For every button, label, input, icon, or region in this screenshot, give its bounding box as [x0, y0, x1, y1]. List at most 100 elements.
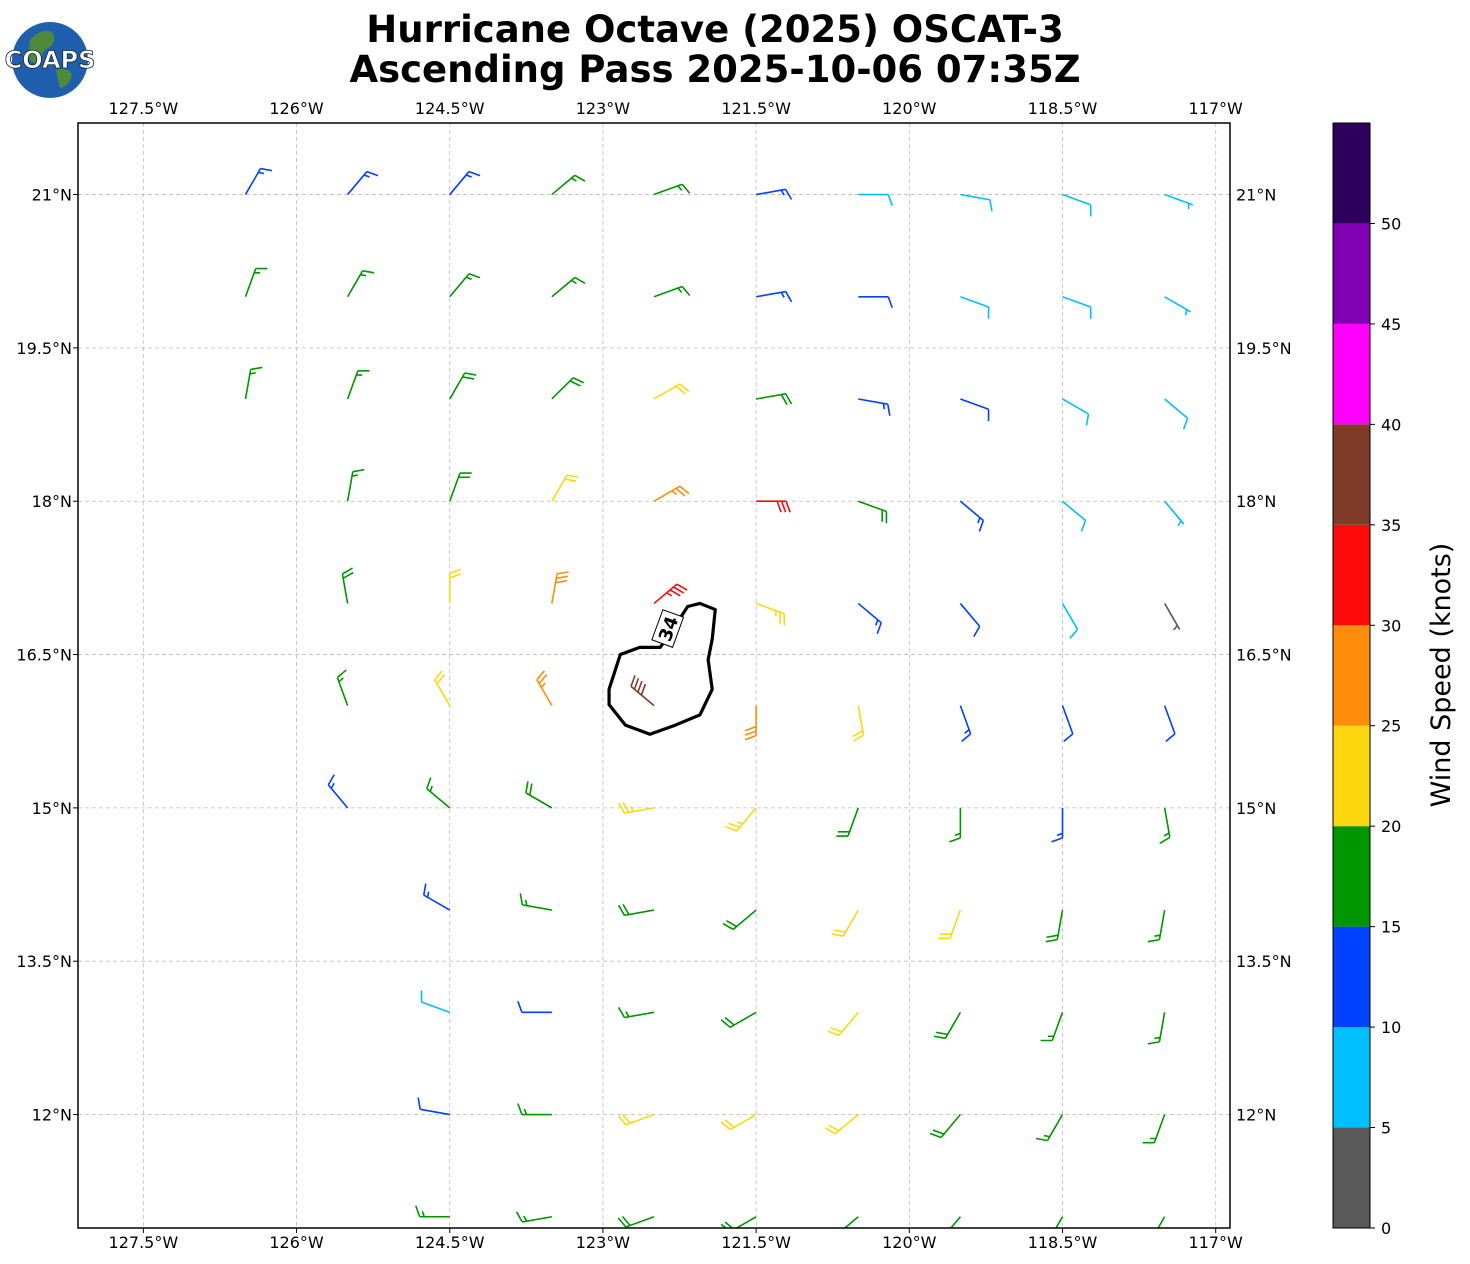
colorbar-segment [1333, 826, 1370, 927]
wind-barb [1045, 909, 1064, 943]
colorbar-segment [1333, 926, 1370, 1028]
wind-barb [852, 705, 865, 742]
wind-barb [536, 670, 553, 707]
wind-barb [720, 1113, 757, 1131]
colorbar-segment [1333, 725, 1370, 827]
wind-barb [755, 602, 786, 626]
wind-barb [756, 500, 791, 513]
x-tick-label: 121.5°W [721, 1233, 791, 1252]
colorbar-tick-label: 35 [1381, 516, 1401, 535]
wind-barb [617, 903, 655, 917]
x-tick-label-top: 117°W [1189, 99, 1244, 118]
wind-barb [630, 675, 655, 707]
wind-barb [1040, 1012, 1064, 1042]
wind-barb [448, 472, 472, 502]
colorbar-segment [1333, 1027, 1370, 1128]
y-tick-label-right: 16.5°N [1236, 646, 1292, 665]
colorbar-frame [1332, 122, 1371, 1229]
colorbar-segment [1333, 1127, 1370, 1228]
wind-barb [525, 781, 553, 809]
wind-barb [1164, 193, 1194, 210]
wind-barb [617, 1006, 655, 1019]
contour-label-box [651, 609, 685, 648]
contour-label-group: 34 [651, 609, 685, 648]
colorbar-segment [1333, 625, 1370, 726]
y-tick-label: 13.5°N [16, 952, 72, 971]
wind-barb [653, 583, 688, 605]
x-tick-label: 127.5°W [109, 1233, 179, 1252]
wind-barb [1061, 603, 1079, 639]
wind-barb [938, 909, 962, 940]
wind-barb [755, 392, 793, 406]
wind-barb [949, 1216, 961, 1228]
x-tick-label-top: 127.5°W [109, 99, 179, 118]
colorbar-segment [1333, 524, 1370, 626]
wind-barb [1061, 500, 1087, 532]
wind-barb [448, 568, 462, 604]
wind-barb [1164, 500, 1185, 527]
wind-barb [836, 807, 860, 837]
logo-land [28, 31, 72, 88]
contour-layer: 34 [607, 601, 717, 736]
title-line: Hurricane Octave (2025) OSCAT-3 [366, 8, 1063, 51]
wind-barb [519, 893, 553, 911]
logo: COAPS [4, 22, 96, 98]
colorbar: 0 5 10 15 20 25 30 35 40 45 50 [1332, 122, 1401, 1238]
wind-barb [653, 383, 690, 400]
wind-barb [858, 398, 891, 416]
wind-barb [551, 474, 579, 502]
colorbar-tick-label: 10 [1381, 1018, 1401, 1037]
wind-barb [1062, 398, 1090, 426]
wind-barb [551, 571, 569, 604]
wind-barb [1035, 1114, 1064, 1142]
wind-barb [347, 170, 379, 196]
wind-barb [346, 370, 370, 400]
wind-barb [1062, 193, 1092, 217]
colorbar-tick-label: 40 [1381, 415, 1401, 434]
colorbar-tick-label: 15 [1381, 918, 1401, 937]
wind-barb [755, 290, 793, 303]
wind-barb [244, 167, 273, 195]
wind-barb [720, 1011, 757, 1029]
colorbar-label: Wind Speed (knots) [1426, 543, 1457, 808]
wind-barb [346, 270, 375, 298]
colorbar-tick-label: 45 [1381, 315, 1401, 334]
wind-barb [1147, 1012, 1166, 1045]
x-tick-label: 124.5°W [415, 1233, 485, 1252]
wind-barb [843, 1216, 859, 1228]
wind-barb [720, 1216, 757, 1228]
wind-barb [417, 1097, 450, 1116]
x-tick-label: 120°W [882, 1233, 937, 1252]
x-tick-label: 118.5°W [1028, 1233, 1098, 1252]
colorbar-tick-label: 30 [1381, 616, 1401, 635]
wind-barb [617, 801, 655, 814]
colorbar-tick-label: 25 [1381, 717, 1401, 736]
wind-barb [824, 1113, 859, 1135]
colorbar-segment [1333, 123, 1370, 224]
y-tick-label-right: 19.5°N [1236, 339, 1292, 358]
wind-barb [933, 1011, 962, 1040]
grid [78, 123, 1230, 1228]
wind-barb [653, 183, 691, 196]
y-tick-label: 18°N [32, 492, 72, 511]
x-tick-label: 126°W [269, 1233, 324, 1252]
wind-barb [244, 267, 268, 298]
wind-barb [929, 1114, 961, 1139]
wind-barb [617, 1113, 655, 1126]
y-tick-label: 15°N [32, 799, 72, 818]
wind-barb [1157, 1216, 1166, 1228]
y-tick-label-right: 13.5°N [1236, 952, 1292, 971]
colorbar-tick-label: 5 [1381, 1119, 1391, 1138]
x-tick-label-top: 124.5°W [415, 99, 485, 118]
x-tick-label: 117°W [1189, 1233, 1244, 1252]
wind-barb [244, 366, 263, 400]
y-tick-label: 16.5°N [16, 646, 72, 665]
x-tick-label-top: 120°W [882, 99, 937, 118]
wind-barb [827, 1011, 859, 1037]
y-tick-label-right: 12°N [1236, 1106, 1276, 1125]
colorbar-segment [1333, 323, 1370, 425]
wind-barb [617, 1215, 655, 1228]
wind-barb [744, 705, 757, 741]
wind-barb [653, 485, 690, 502]
